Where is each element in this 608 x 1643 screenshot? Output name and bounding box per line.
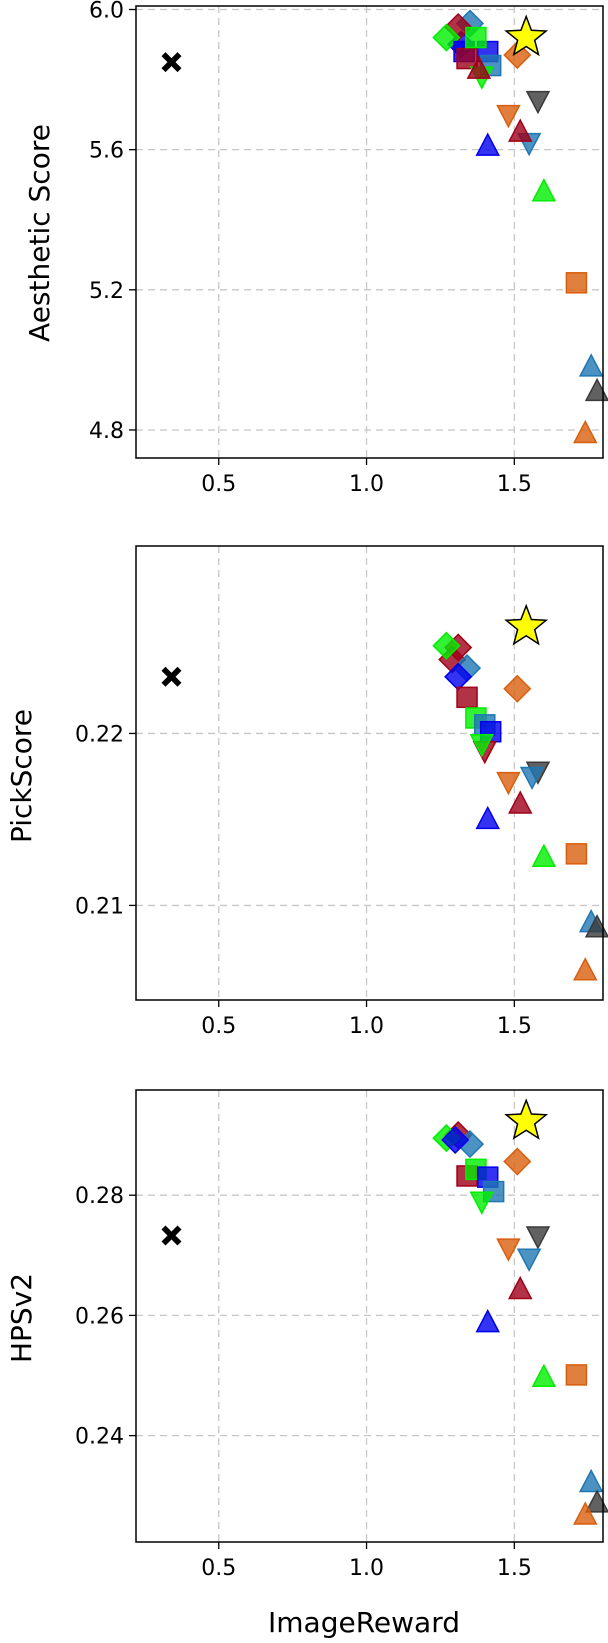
- data-point-green-triangle-down: [469, 734, 495, 758]
- panel-hpsv2: 0.5 1.0 1.5 0.24 0.26 0.28 HPSv2: [5, 1089, 608, 1581]
- data-point-tab-orange-diamond: [503, 1147, 532, 1176]
- panel-aesthetic: 0.5 1.0 1.5 4.8 5.2 5.6 6.0 Aesthetic Score: [23, 0, 608, 497]
- data-point-tab-gray-triangle-down: [525, 90, 551, 115]
- axes-frame: [135, 545, 604, 1001]
- data-point-green-triangle-down: [469, 1191, 495, 1215]
- data-point-yellow-star: [504, 14, 549, 57]
- data-point-green-triangle-up: [531, 178, 557, 202]
- data-point-blue-triangle-up: [475, 1308, 500, 1333]
- data-point-green-diamond: [432, 631, 461, 660]
- data-point-tab-orange-triangle-up: [573, 1501, 598, 1525]
- data-point-yellow-star: [504, 603, 549, 646]
- x-tick-label: 1.5: [497, 1014, 532, 1039]
- data-point-dark-red-triangle-up: [508, 790, 533, 814]
- y-tick-label: 5.6: [89, 139, 124, 164]
- x-tick-label: 1.0: [349, 472, 384, 497]
- data-point-blue-triangle-up: [475, 132, 500, 156]
- data-point-tab-gray-triangle-down: [525, 1226, 551, 1250]
- data-point-dark-red-triangle-up: [508, 118, 533, 142]
- x-tick-label: 0.5: [201, 1014, 236, 1039]
- data-point-tab-orange-square: [565, 272, 588, 294]
- data-point-green-square: [465, 26, 487, 49]
- data-point-tab-gray-triangle-up: [584, 377, 608, 402]
- y-tick-label: 4.8: [89, 419, 124, 444]
- y-tick-label: 6.0: [89, 0, 124, 24]
- data-point-tab-gray-triangle-up: [584, 1489, 608, 1513]
- y-tick-label: 0.24: [75, 1425, 124, 1450]
- plot-area-aesthetic: 0.5 1.0 1.5 4.8 5.2 5.6 6.0: [89, 0, 608, 497]
- y-tick-label: 0.22: [75, 722, 124, 747]
- data-point-dark-red-square: [456, 686, 478, 709]
- x-tick-label: 1.0: [349, 1556, 384, 1581]
- x-tick-label: 1.5: [497, 1556, 532, 1581]
- data-point-tab-orange-square: [565, 843, 588, 865]
- data-point-tab-blue-triangle-down: [519, 766, 545, 791]
- data-point-tab-orange-triangle-down: [496, 1238, 521, 1262]
- data-point-tab-orange-triangle-down: [496, 771, 521, 796]
- data-point-green-triangle-up: [531, 1363, 557, 1388]
- data-point-tab-orange-triangle-down: [496, 104, 521, 129]
- data-point-blue-diamond: [441, 1125, 470, 1154]
- ylabel-aesthetic: Aesthetic Score: [23, 124, 56, 342]
- x-tick-label: 1.5: [497, 472, 532, 497]
- panel-pickscore: 0.5 1.0 1.5 0.21 0.22 PickScore: [5, 545, 608, 1039]
- data-point-black-cross: [161, 666, 182, 687]
- x-tick-label: 0.5: [201, 1556, 236, 1581]
- data-point-green-triangle-up: [531, 843, 557, 868]
- data-point-tab-orange-triangle-up: [573, 419, 598, 444]
- plot-area-hpsv2: 0.5 1.0 1.5 0.24 0.26 0.28: [75, 1089, 608, 1581]
- ylabel-hpsv2: HPSv2: [5, 1273, 38, 1363]
- axes-frame: [135, 5, 604, 459]
- data-point-tab-blue-triangle-up: [578, 1468, 604, 1493]
- ylabel-pickscore: PickScore: [5, 709, 38, 843]
- data-point-black-cross: [161, 52, 182, 73]
- y-tick-label: 5.2: [89, 279, 124, 304]
- data-point-dark-red-triangle-up: [466, 55, 492, 79]
- data-point-tab-orange-square: [565, 1364, 588, 1386]
- y-tick-label: 0.26: [75, 1304, 124, 1329]
- plot-area-pickscore: 0.5 1.0 1.5 0.21 0.22: [75, 545, 608, 1039]
- data-point-tab-blue-triangle-down: [516, 1248, 542, 1272]
- data-point-dark-red-triangle-up: [508, 1275, 533, 1300]
- data-point-dark-red-square: [456, 47, 478, 70]
- data-point-green-diamond: [432, 23, 461, 52]
- data-point-yellow-star: [504, 1098, 549, 1140]
- data-point-tab-orange-triangle-up: [573, 957, 598, 981]
- data-point-black-cross: [161, 1225, 182, 1246]
- data-point-tab-blue-triangle-up: [578, 353, 604, 377]
- xlabel: ImageReward: [268, 1606, 460, 1639]
- data-point-tab-orange-diamond: [503, 674, 532, 703]
- x-tick-label: 0.5: [201, 472, 236, 497]
- x-tick-label: 1.0: [349, 1014, 384, 1039]
- y-tick-label: 0.28: [75, 1184, 124, 1209]
- y-tick-label: 0.21: [75, 894, 124, 919]
- data-point-blue-triangle-up: [475, 805, 500, 830]
